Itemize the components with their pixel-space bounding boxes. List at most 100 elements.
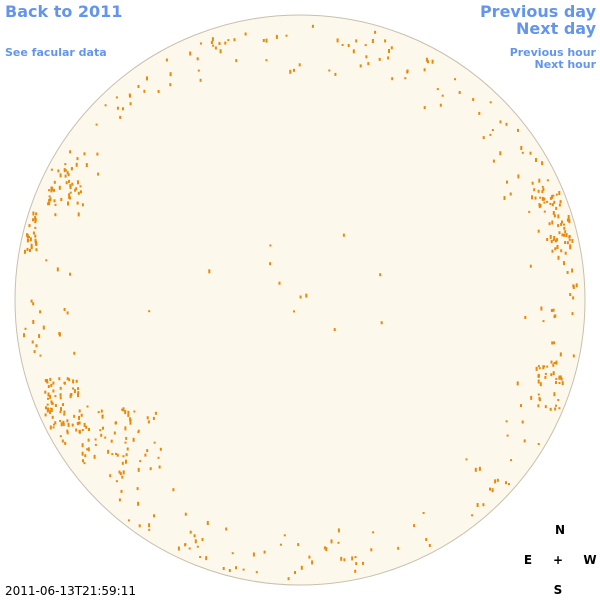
- facula: [563, 223, 565, 226]
- facula: [571, 268, 574, 273]
- facula: [66, 419, 69, 423]
- facula: [311, 24, 314, 28]
- facula: [528, 210, 531, 213]
- facula: [157, 90, 160, 93]
- facula: [75, 379, 78, 383]
- facula: [68, 196, 71, 199]
- facula: [553, 236, 556, 240]
- facula: [66, 429, 69, 433]
- facula: [122, 455, 125, 458]
- facula: [553, 362, 556, 364]
- facula: [35, 212, 38, 216]
- facula: [54, 404, 57, 407]
- compass-north: N: [555, 523, 565, 537]
- facula: [423, 68, 426, 72]
- facula: [54, 203, 57, 206]
- facula: [75, 428, 78, 432]
- facula: [283, 534, 286, 537]
- facula: [28, 224, 31, 228]
- facula: [572, 296, 575, 300]
- facula: [549, 202, 552, 205]
- facula: [129, 419, 132, 423]
- facula: [104, 104, 107, 107]
- facula: [298, 63, 301, 67]
- facula: [80, 413, 83, 417]
- solar-disk: [14, 14, 586, 586]
- facula: [556, 245, 559, 249]
- facula: [53, 199, 56, 203]
- facula: [73, 351, 76, 355]
- facula: [546, 238, 549, 241]
- facula: [75, 162, 78, 167]
- facula: [79, 190, 82, 194]
- facula: [337, 541, 340, 544]
- facula: [233, 38, 236, 42]
- facula: [365, 55, 368, 59]
- facula: [546, 365, 549, 368]
- facula: [543, 201, 546, 204]
- facula: [125, 453, 128, 457]
- facula: [122, 470, 125, 475]
- facula: [137, 431, 140, 434]
- facula: [496, 478, 499, 482]
- facula: [541, 161, 544, 166]
- facula: [129, 102, 132, 106]
- facula: [471, 514, 474, 517]
- facula: [537, 443, 540, 445]
- facula: [287, 577, 290, 581]
- facula: [506, 434, 509, 437]
- facula: [35, 241, 38, 245]
- previous-day-link[interactable]: Previous day: [480, 2, 597, 21]
- facula: [297, 543, 300, 547]
- facula: [543, 210, 546, 213]
- facula: [66, 311, 69, 315]
- facula: [39, 354, 42, 357]
- facula: [558, 382, 561, 384]
- facula: [489, 487, 491, 491]
- facula: [285, 34, 288, 37]
- previous-hour-link[interactable]: Previous hour: [510, 46, 597, 59]
- facula: [152, 416, 155, 420]
- facula: [44, 390, 47, 394]
- facula: [62, 420, 65, 424]
- facula: [94, 438, 97, 441]
- back-link[interactable]: Back to 2011: [5, 2, 122, 21]
- facula: [541, 190, 544, 194]
- facula: [34, 216, 37, 221]
- facula: [491, 488, 494, 493]
- facula: [563, 233, 566, 237]
- facula: [554, 247, 557, 251]
- facula: [219, 49, 222, 54]
- facula: [44, 379, 47, 382]
- facula: [69, 186, 72, 189]
- facula: [227, 39, 230, 42]
- facula: [568, 235, 571, 239]
- facula: [494, 479, 497, 484]
- facula: [59, 420, 62, 422]
- facula: [137, 85, 140, 88]
- facula: [367, 62, 370, 66]
- facula: [556, 238, 558, 242]
- next-day-link[interactable]: Next day: [516, 19, 597, 38]
- facula: [517, 128, 519, 132]
- facula: [61, 439, 64, 443]
- facula: [544, 405, 547, 409]
- facula: [252, 552, 255, 557]
- facula: [550, 309, 553, 312]
- facula: [59, 173, 62, 178]
- facula: [506, 180, 508, 184]
- facular-link[interactable]: See facular data: [5, 46, 107, 59]
- facula: [137, 467, 140, 472]
- facula: [406, 70, 409, 74]
- facula: [64, 163, 67, 166]
- facula: [109, 474, 112, 478]
- facula: [566, 271, 569, 274]
- facula: [32, 211, 35, 216]
- facula: [524, 316, 527, 319]
- facula: [121, 461, 124, 465]
- facula: [542, 188, 545, 191]
- facula: [551, 203, 554, 207]
- facula: [553, 214, 556, 218]
- next-hour-link[interactable]: Next hour: [535, 58, 597, 71]
- facula: [74, 188, 77, 192]
